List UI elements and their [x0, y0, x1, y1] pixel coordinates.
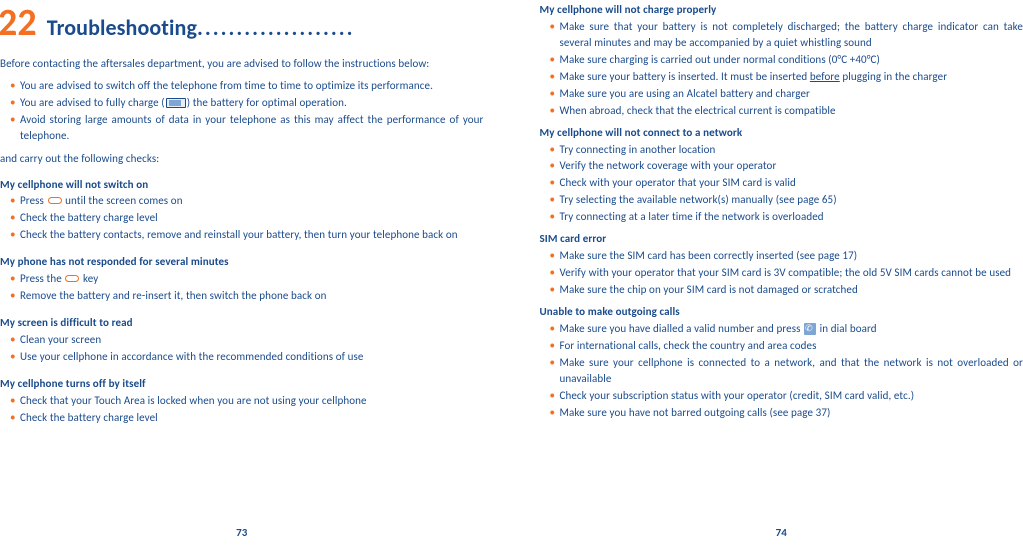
section-title-network: My cellphone will not connect to a netwo…	[540, 125, 1023, 141]
item-text-post: key	[80, 272, 98, 285]
section-title-switch-on: My cellphone will not switch on	[0, 177, 484, 193]
list-item: Remove the battery and re-insert it, the…	[10, 288, 484, 304]
advice-item: You are advised to switch off the teleph…	[10, 78, 484, 94]
list-item: When abroad, check that the electrical c…	[550, 103, 1023, 119]
page-content: My cellphone will not charge properly Ma…	[540, 2, 1023, 427]
battery-icon	[166, 98, 186, 108]
list-item: Make sure charging is carried out under …	[550, 52, 1023, 68]
advice-item: Avoid storing large amounts of data in y…	[10, 112, 484, 144]
list-item: Check that your Touch Area is locked whe…	[10, 393, 484, 409]
item-text-post: plugging in the charger	[840, 70, 947, 83]
page-number: 73	[0, 517, 484, 541]
list-item: Make sure you have dialled a valid numbe…	[550, 321, 1023, 337]
advice-list: You are advised to switch off the teleph…	[0, 78, 484, 145]
intro-paragraph-2: and carry out the following checks:	[0, 151, 484, 167]
list-item: Make sure your battery is inserted. It m…	[550, 69, 1023, 85]
charge-list: Make sure that your battery is not compl…	[540, 19, 1023, 119]
list-item: Press until the screen comes on	[10, 193, 484, 209]
page-74: My cellphone will not charge properly Ma…	[512, 0, 1023, 553]
chapter-title: Troubleshooting....................	[47, 12, 355, 44]
list-item: Make sure the SIM card has been correctl…	[550, 248, 1023, 264]
list-item: Check your subscription status with your…	[550, 388, 1023, 404]
advice-text-pre: You are advised to fully charge (	[20, 96, 165, 109]
list-item: Make sure your cellphone is connected to…	[550, 355, 1023, 387]
call-icon	[804, 323, 816, 335]
list-item: Use your cellphone in accordance with th…	[10, 349, 484, 365]
section-title-no-response: My phone has not responded for several m…	[0, 254, 484, 270]
list-item: Make sure you are using an Alcatel batte…	[550, 86, 1023, 102]
chapter-title-text: Troubleshooting	[47, 14, 197, 41]
section-title-outgoing: Unable to make outgoing calls	[540, 304, 1023, 320]
list-item: Press the key	[10, 271, 484, 287]
end-key-icon	[65, 275, 79, 282]
chapter-number: 22	[0, 4, 37, 42]
sim-list: Make sure the SIM card has been correctl…	[540, 248, 1023, 298]
section-title-screen: My screen is difficult to read	[0, 315, 484, 331]
list-item: Verify with your operator that your SIM …	[550, 265, 1023, 281]
list-item: Verify the network coverage with your op…	[550, 158, 1023, 174]
list-item: Check the battery contacts, remove and r…	[10, 227, 484, 243]
end-key-icon	[48, 197, 62, 204]
turns-off-list: Check that your Touch Area is locked whe…	[0, 393, 484, 427]
section-title-sim: SIM card error	[540, 231, 1023, 247]
advice-text-post: ) the battery for optimal operation.	[187, 96, 347, 109]
list-item: Make sure you have not barred outgoing c…	[550, 405, 1023, 421]
screen-list: Clean your screen Use your cellphone in …	[0, 332, 484, 366]
page-73: 22 Troubleshooting.................... B…	[0, 0, 512, 553]
underline-word: before	[810, 70, 840, 83]
no-response-list: Press the key Remove the battery and re-…	[0, 271, 484, 305]
section-title-turns-off: My cellphone turns off by itself	[0, 376, 484, 392]
item-text-pre: Make sure your battery is inserted. It m…	[560, 70, 810, 83]
switch-on-list: Press until the screen comes on Check th…	[0, 193, 484, 244]
list-item: Check the battery charge level	[10, 210, 484, 226]
list-item: Clean your screen	[10, 332, 484, 348]
list-item: Make sure the chip on your SIM card is n…	[550, 282, 1023, 298]
list-item: Make sure that your battery is not compl…	[550, 19, 1023, 51]
section-title-charge: My cellphone will not charge properly	[540, 2, 1023, 18]
chapter-dots: ....................	[197, 14, 355, 41]
chapter-header: 22 Troubleshooting....................	[0, 4, 484, 44]
item-text-post: until the screen comes on	[63, 194, 183, 207]
network-list: Try connecting in another location Verif…	[540, 142, 1023, 226]
intro-paragraph-1: Before contacting the aftersales departm…	[0, 56, 484, 72]
item-text-post: in dial board	[817, 322, 877, 335]
list-item: Check the battery charge level	[10, 410, 484, 426]
item-text-pre: Press the	[20, 272, 64, 285]
list-item: Try connecting at a later time if the ne…	[550, 209, 1023, 225]
page-number: 74	[540, 517, 1023, 541]
item-text-pre: Press	[20, 194, 47, 207]
item-text-pre: Make sure you have dialled a valid numbe…	[560, 322, 804, 335]
advice-item: You are advised to fully charge ( ) the b…	[10, 95, 484, 111]
list-item: For international calls, check the count…	[550, 338, 1023, 354]
list-item: Try selecting the available network(s) m…	[550, 192, 1023, 208]
list-item: Try connecting in another location	[550, 142, 1023, 158]
outgoing-list: Make sure you have dialled a valid numbe…	[540, 321, 1023, 421]
list-item: Check with your operator that your SIM c…	[550, 175, 1023, 191]
